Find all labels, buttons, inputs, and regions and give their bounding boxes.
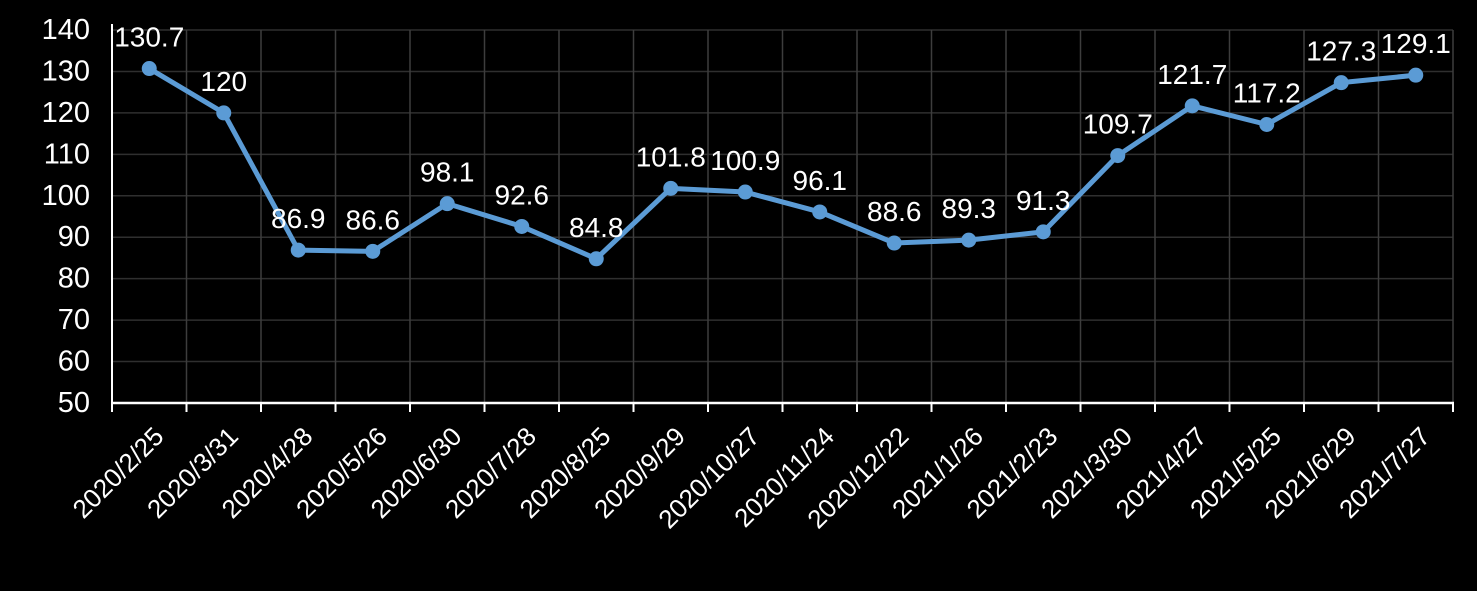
data-label: 89.3 xyxy=(942,193,997,224)
data-label: 88.6 xyxy=(867,196,922,227)
data-point-marker xyxy=(1035,224,1051,240)
data-label: 127.3 xyxy=(1306,36,1376,67)
data-point-marker xyxy=(216,105,232,121)
data-point-marker xyxy=(961,232,977,248)
data-point-marker xyxy=(1110,148,1126,164)
data-label: 117.2 xyxy=(1233,77,1301,108)
y-axis-label: 100 xyxy=(42,180,90,212)
data-label: 121.7 xyxy=(1157,59,1227,90)
y-axis-label: 60 xyxy=(58,346,90,378)
data-label: 86.9 xyxy=(271,203,326,234)
data-point-marker xyxy=(737,184,753,200)
data-label: 91.3 xyxy=(1016,185,1071,216)
data-point-marker xyxy=(588,251,604,267)
data-point-marker xyxy=(1333,75,1349,91)
y-axis-label: 70 xyxy=(58,304,90,336)
data-label: 86.6 xyxy=(346,204,401,235)
series-line xyxy=(146,66,1419,262)
y-axis-label: 90 xyxy=(58,221,90,253)
data-label: 101.8 xyxy=(636,141,706,172)
y-axis-label: 140 xyxy=(42,14,90,46)
data-point-marker xyxy=(514,218,530,234)
data-label: 130.7 xyxy=(114,22,184,53)
data-point-marker xyxy=(439,196,455,212)
data-label: 100.9 xyxy=(710,145,780,176)
y-axis-label: 120 xyxy=(42,97,90,129)
data-point-marker xyxy=(290,242,306,258)
data-point-marker xyxy=(365,243,381,259)
data-label: 120 xyxy=(200,66,247,97)
y-axis-label: 130 xyxy=(42,55,90,87)
data-label: 84.8 xyxy=(569,212,624,243)
data-label: 129.1 xyxy=(1381,28,1451,59)
data-point-marker xyxy=(663,180,679,196)
data-point-marker xyxy=(1184,98,1200,114)
data-point-marker xyxy=(1408,67,1424,83)
data-point-marker xyxy=(812,204,828,220)
data-label: 109.7 xyxy=(1083,109,1153,140)
y-axis-label: 50 xyxy=(58,387,90,419)
y-axis-label: 110 xyxy=(44,138,90,170)
data-label: 98.1 xyxy=(420,157,475,188)
y-axis-label: 80 xyxy=(58,263,90,295)
data-point-marker xyxy=(886,235,902,251)
data-label: 96.1 xyxy=(793,165,848,196)
data-point-marker xyxy=(141,61,157,77)
data-label: 92.6 xyxy=(495,179,550,210)
data-point-marker xyxy=(1259,116,1275,132)
